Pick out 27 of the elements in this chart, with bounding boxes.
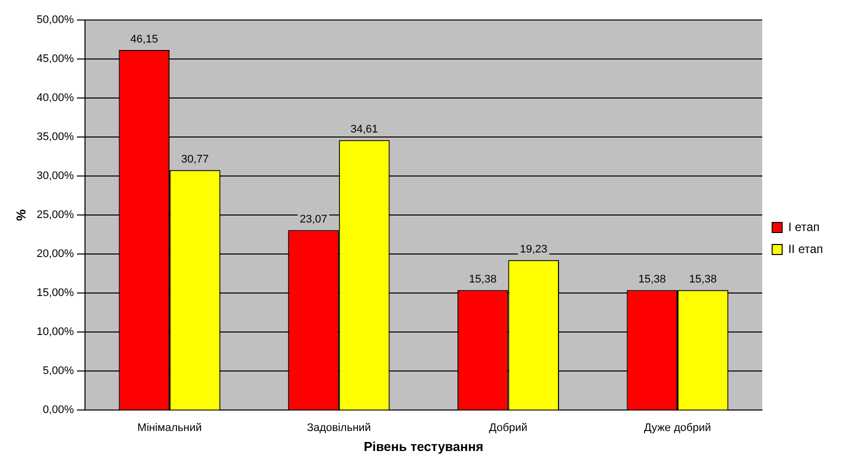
y-tick-label: 15,00% [36, 287, 74, 300]
y-tick-label: 20,00% [36, 248, 74, 260]
data-label: 46,15 [130, 34, 158, 46]
data-label: 34,61 [350, 124, 378, 136]
legend-label: I етап [788, 220, 820, 234]
x-tick-label: Добрий [489, 422, 528, 434]
x-tick-label: Задовільний [306, 422, 371, 434]
data-label: 23,07 [300, 214, 328, 226]
y-tick-label: 45,00% [36, 53, 74, 66]
x-tick-label: Мінімальний [137, 422, 202, 434]
y-tick-label: 35,00% [36, 131, 74, 144]
y-tick-label: 0,00% [42, 404, 74, 416]
y-tick-label: 5,00% [42, 365, 74, 378]
y-tick-label: 50,00% [36, 14, 74, 26]
x-axis-title: Рівень тестування [364, 438, 484, 454]
data-label: 15,38 [689, 274, 717, 286]
y-tick-label: 30,00% [36, 170, 74, 182]
y-tick-label: 10,00% [36, 326, 74, 338]
data-label: 19,23 [520, 244, 548, 256]
y-axis-title: % [13, 208, 28, 221]
data-label: 15,38 [638, 274, 666, 286]
data-label: 15,38 [469, 274, 497, 286]
x-tick-label: Дуже добрий [644, 422, 712, 434]
y-tick-label: 40,00% [36, 92, 74, 104]
data-label: 30,77 [181, 154, 209, 166]
y-tick-label: 25,00% [36, 209, 74, 222]
legend-label: II етап [788, 242, 823, 256]
